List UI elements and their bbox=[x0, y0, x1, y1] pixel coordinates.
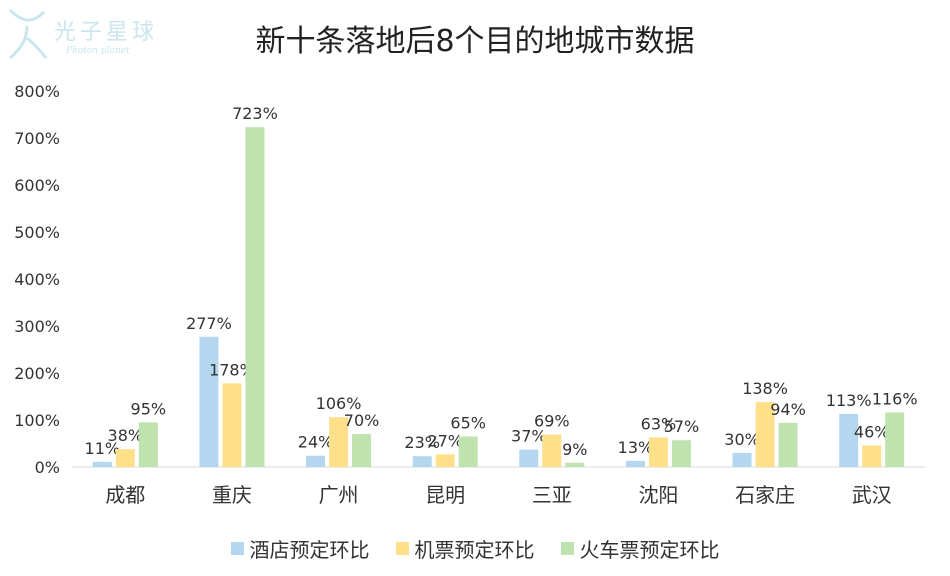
bar bbox=[435, 454, 455, 467]
data-label: 63% bbox=[641, 414, 677, 433]
y-tick-label: 400% bbox=[14, 270, 60, 289]
bar bbox=[671, 440, 691, 467]
data-label: 116% bbox=[872, 389, 918, 408]
chart-legend: 酒店预定环比 机票预定环比 火车票预定环比 bbox=[0, 534, 950, 563]
y-tick-label: 100% bbox=[14, 411, 60, 430]
data-label: 277% bbox=[186, 314, 232, 333]
y-tick-label: 200% bbox=[14, 364, 60, 383]
bar bbox=[92, 461, 112, 467]
data-label: 70% bbox=[344, 411, 380, 430]
data-label: 24% bbox=[298, 433, 334, 452]
data-label: 11% bbox=[85, 439, 121, 458]
legend-swatch bbox=[230, 542, 244, 555]
bar bbox=[329, 417, 349, 467]
bar bbox=[199, 336, 219, 467]
data-label: 37% bbox=[511, 427, 547, 446]
bar bbox=[542, 434, 562, 467]
bar bbox=[245, 127, 265, 467]
data-label: 38% bbox=[108, 426, 144, 445]
data-label: 138% bbox=[742, 379, 788, 398]
legend-label: 机票预定环比 bbox=[414, 538, 535, 562]
data-label: 57% bbox=[664, 417, 700, 436]
photon-planet-logo: 光子星球 Photon planet bbox=[4, 4, 164, 68]
x-tick-label: 沈阳 bbox=[638, 483, 678, 507]
x-tick-label: 石家庄 bbox=[735, 483, 795, 507]
bar bbox=[412, 456, 432, 467]
data-label: 9% bbox=[562, 440, 587, 459]
chart-title: 新十条落地后8个目的地城市数据 bbox=[255, 24, 695, 59]
planet-logo-icon bbox=[8, 8, 48, 60]
data-label: 113% bbox=[826, 391, 872, 410]
legend-label: 火车票预定环比 bbox=[579, 538, 720, 562]
data-label: 27% bbox=[427, 431, 463, 450]
data-label: 13% bbox=[618, 438, 654, 457]
legend-swatch bbox=[560, 542, 574, 555]
bar bbox=[458, 436, 478, 467]
logo-text: 光子星球 bbox=[54, 20, 159, 45]
legend-item: 酒店预定环比 bbox=[230, 534, 370, 563]
bar bbox=[625, 460, 645, 467]
x-tick-label: 昆明 bbox=[425, 483, 465, 507]
bar bbox=[222, 383, 242, 467]
bar bbox=[732, 452, 752, 467]
x-tick-label: 武汉 bbox=[852, 483, 892, 507]
data-label: 94% bbox=[770, 400, 806, 419]
legend-item: 火车票预定环比 bbox=[560, 534, 720, 563]
y-tick-label: 500% bbox=[14, 223, 60, 242]
x-tick-label: 广州 bbox=[319, 483, 359, 507]
bar bbox=[885, 412, 905, 467]
bar bbox=[755, 402, 775, 467]
logo-subtext: Photon planet bbox=[66, 46, 130, 56]
bar bbox=[565, 462, 585, 467]
bar bbox=[862, 445, 882, 467]
legend-label: 酒店预定环比 bbox=[249, 538, 370, 562]
legend-swatch bbox=[395, 542, 409, 555]
y-tick-label: 800% bbox=[14, 82, 60, 101]
y-tick-label: 600% bbox=[14, 176, 60, 195]
bar bbox=[138, 422, 158, 467]
x-tick-label: 三亚 bbox=[532, 483, 572, 507]
bar bbox=[839, 413, 859, 467]
y-tick-label: 700% bbox=[14, 129, 60, 148]
data-label: 178% bbox=[209, 360, 255, 379]
bar bbox=[352, 434, 372, 467]
data-label: 65% bbox=[450, 413, 486, 432]
x-tick-label: 重庆 bbox=[212, 483, 252, 507]
bar bbox=[115, 449, 135, 467]
data-label: 46% bbox=[854, 422, 890, 441]
data-label: 69% bbox=[534, 412, 570, 431]
y-tick-label: 0% bbox=[35, 458, 60, 477]
data-label: 723% bbox=[232, 104, 278, 123]
y-tick-label: 300% bbox=[14, 317, 60, 336]
data-label: 95% bbox=[131, 399, 167, 418]
legend-item: 机票预定环比 bbox=[395, 534, 535, 563]
bar bbox=[778, 422, 798, 467]
bar bbox=[306, 455, 326, 467]
x-tick-label: 成都 bbox=[105, 483, 145, 507]
bar bbox=[519, 449, 539, 467]
bar bbox=[648, 437, 668, 467]
data-label: 23% bbox=[404, 433, 440, 452]
data-label: 106% bbox=[316, 394, 362, 413]
data-label: 30% bbox=[724, 430, 760, 449]
